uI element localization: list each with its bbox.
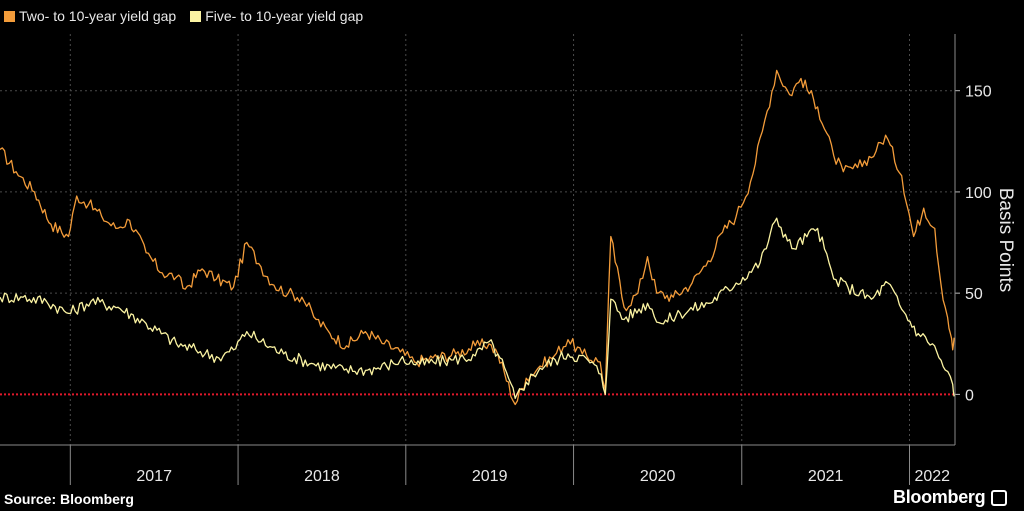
y-tick-label-150: 150 (965, 84, 992, 101)
legend-swatch-two-ten (4, 10, 15, 22)
x-tick-label-2017: 2017 (136, 468, 172, 485)
legend: Two- to 10-year yield gap Five- to 10-ye… (4, 8, 363, 24)
legend-swatch-five-ten (190, 10, 202, 22)
x-tick-label-2020: 2020 (640, 468, 676, 485)
source-note: Source: Bloomberg (4, 491, 134, 507)
y-tick-label-100: 100 (965, 185, 992, 202)
x-tick-label-2019: 2019 (472, 468, 508, 485)
x-tick-label-2018: 2018 (304, 468, 340, 485)
x-tick-label-2022: 2022 (914, 468, 950, 485)
brand-name: Bloomberg (893, 487, 986, 507)
chart-logo-icon (991, 489, 1008, 506)
y-axis-title: Basis Points (995, 188, 1016, 293)
legend-item-two-ten[interactable]: Two- to 10-year yield gap (4, 8, 176, 24)
legend-item-five-ten[interactable]: Five- to 10-year yield gap (190, 8, 363, 24)
legend-label-five-ten: Five- to 10-year yield gap (205, 8, 364, 24)
legend-label-two-ten: Two- to 10-year yield gap (19, 8, 177, 24)
series-line-five-ten (0, 217, 955, 400)
brand-logo: Bloomberg (893, 487, 1008, 508)
y-tick-label-50: 50 (965, 286, 983, 303)
series-line-two-ten (0, 69, 955, 406)
y-tick-label-0: 0 (965, 387, 974, 404)
x-tick-label-2021: 2021 (808, 468, 844, 485)
